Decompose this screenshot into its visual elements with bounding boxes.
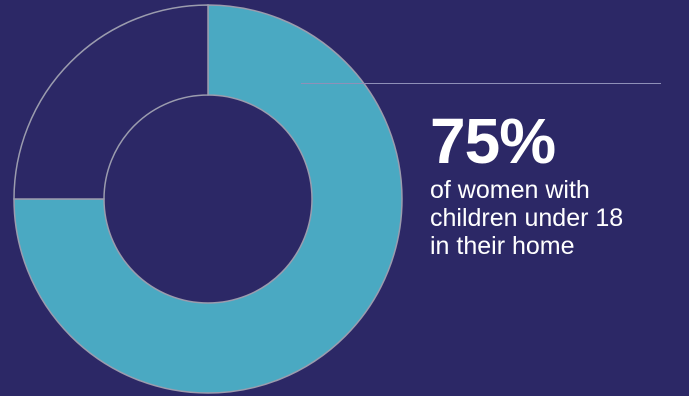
stat-caption: of women with children under 18 in their… — [430, 176, 624, 260]
donut-slices — [13, 4, 403, 394]
stat-percentage: 75% — [430, 105, 556, 177]
stat-callout: 75% of women with children under 18 in t… — [430, 108, 685, 260]
donut-slice-1 — [13, 4, 403, 394]
donut-slice-2 — [13, 4, 209, 200]
callout-divider — [301, 83, 661, 84]
